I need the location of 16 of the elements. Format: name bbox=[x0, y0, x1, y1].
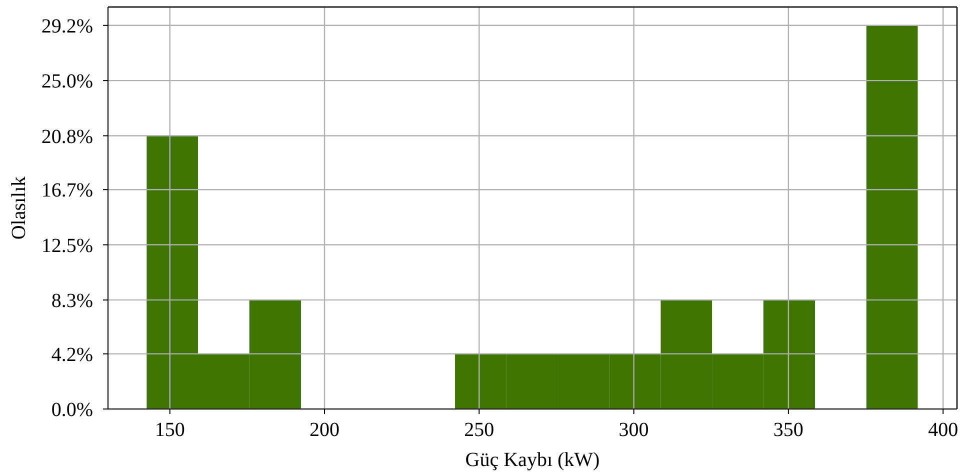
x-tick-label: 200 bbox=[310, 419, 340, 442]
y-axis-title: Olasılık bbox=[8, 176, 30, 240]
y-tick-label: 16.7% bbox=[41, 180, 93, 202]
x-tick-label: 150 bbox=[154, 419, 185, 442]
y-tick-label: 4.2% bbox=[51, 344, 93, 366]
x-tick-label: 400 bbox=[928, 419, 958, 442]
y-tick-label: 29.2% bbox=[41, 15, 93, 38]
y-tick-label: 25.0% bbox=[41, 70, 93, 93]
y-tick-label: 20.8% bbox=[41, 126, 93, 148]
x-tick-label: 250 bbox=[464, 419, 494, 442]
y-tick-label: 0.0% bbox=[51, 399, 93, 422]
y-tick-label: 12.5% bbox=[41, 234, 93, 257]
x-axis-title: Güç Kaybı (kW) bbox=[465, 449, 600, 471]
x-tick-label: 350 bbox=[773, 419, 804, 442]
x-tick-label: 300 bbox=[618, 419, 649, 442]
y-tick-label: 8.3% bbox=[51, 290, 93, 312]
